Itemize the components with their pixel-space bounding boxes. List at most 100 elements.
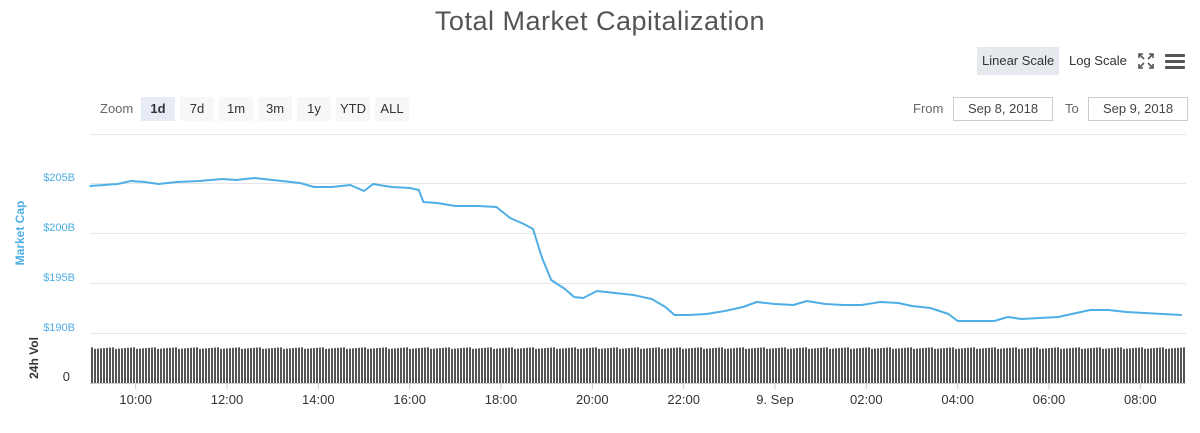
volume-bar bbox=[343, 347, 345, 383]
volume-bar bbox=[238, 347, 240, 383]
volume-bar bbox=[430, 349, 432, 383]
volume-bar bbox=[772, 348, 774, 383]
market-cap-point bbox=[564, 288, 566, 290]
market-cap-point bbox=[1162, 313, 1164, 315]
volume-bar bbox=[733, 348, 735, 383]
market-cap-point bbox=[948, 313, 950, 315]
volume-bar bbox=[811, 349, 813, 383]
market-cap-point bbox=[523, 223, 525, 225]
volume-bar bbox=[1036, 347, 1038, 383]
market-cap-point bbox=[372, 183, 374, 185]
market-cap-point bbox=[331, 186, 333, 188]
volume-bar bbox=[784, 347, 786, 383]
volume-bar bbox=[166, 348, 168, 383]
volume-bar bbox=[397, 348, 399, 383]
volume-bar bbox=[904, 348, 906, 383]
volume-bar bbox=[367, 349, 369, 383]
market-cap-point bbox=[299, 182, 301, 184]
volume-bar bbox=[370, 349, 372, 383]
volume-bar bbox=[697, 348, 699, 383]
volume-bar bbox=[391, 349, 393, 383]
volume-bar bbox=[748, 349, 750, 383]
volume-bar bbox=[961, 348, 963, 383]
market-cap-point bbox=[651, 298, 653, 300]
x-tick-label: 9. Sep bbox=[756, 392, 794, 407]
market-cap-point bbox=[596, 290, 598, 292]
volume-bar bbox=[358, 348, 360, 383]
volume-bar bbox=[169, 348, 171, 383]
volume-bar bbox=[463, 348, 465, 383]
volume-bar bbox=[139, 349, 141, 383]
volume-bar bbox=[199, 349, 201, 383]
volume-bar bbox=[382, 348, 384, 383]
volume-bar bbox=[1147, 349, 1149, 383]
volume-bar bbox=[778, 348, 780, 383]
volume-bar bbox=[553, 347, 555, 383]
volume-bar bbox=[322, 347, 324, 383]
volume-bar bbox=[844, 348, 846, 383]
volume-bar bbox=[535, 349, 537, 383]
market-cap-point bbox=[263, 178, 265, 180]
volume-bar bbox=[616, 347, 618, 383]
volume-bar bbox=[835, 348, 837, 383]
volume-bar bbox=[991, 348, 993, 383]
volume-bar bbox=[520, 348, 522, 383]
volume-bar bbox=[283, 349, 285, 383]
volume-bar bbox=[808, 349, 810, 383]
volume-bar bbox=[142, 348, 144, 383]
x-tick-label: 02:00 bbox=[850, 392, 883, 407]
volume-bar bbox=[298, 348, 300, 383]
volume-bar bbox=[346, 349, 348, 383]
volume-bar bbox=[727, 349, 729, 383]
volume-bar bbox=[883, 348, 885, 383]
volume-bar bbox=[451, 349, 453, 383]
market-cap-point bbox=[1126, 311, 1128, 313]
volume-bar bbox=[871, 349, 873, 383]
volume-bar bbox=[892, 349, 894, 383]
volume-bar bbox=[592, 348, 594, 383]
volume-bar bbox=[208, 348, 210, 383]
volume-bar bbox=[787, 349, 789, 383]
volume-bar bbox=[403, 348, 405, 383]
volume-bar bbox=[679, 347, 681, 383]
volume-bar bbox=[523, 348, 525, 383]
market-cap-point bbox=[199, 180, 201, 182]
volume-bar bbox=[805, 347, 807, 383]
volume-bar bbox=[316, 348, 318, 383]
volume-bar bbox=[454, 349, 456, 383]
volume-bar bbox=[1078, 347, 1080, 383]
y-tick-label: $200B bbox=[43, 222, 75, 234]
market-cap-point bbox=[418, 189, 420, 191]
volume-bar bbox=[745, 349, 747, 383]
x-axis: 10:00 12:00 14:00 16:00 18:00 20:00 22:00 9. Se… bbox=[119, 383, 1156, 407]
volume-bar bbox=[739, 348, 741, 383]
volume-bar bbox=[931, 347, 933, 383]
volume-bar bbox=[730, 348, 732, 383]
volume-bar bbox=[229, 348, 231, 383]
market-cap-point bbox=[824, 303, 826, 305]
volume-bar bbox=[1054, 348, 1056, 383]
volume-bar bbox=[658, 347, 660, 383]
market-cap-point bbox=[1181, 314, 1183, 316]
volume-bar bbox=[337, 348, 339, 383]
volume-bar bbox=[151, 348, 153, 383]
x-tick-label: 14:00 bbox=[302, 392, 335, 407]
volume-bar bbox=[286, 349, 288, 383]
x-tick-label: 12:00 bbox=[211, 392, 244, 407]
x-tick-label: 18:00 bbox=[485, 392, 518, 407]
market-cap-point bbox=[254, 177, 256, 179]
volume-bar bbox=[1048, 348, 1050, 383]
volume-bar bbox=[832, 349, 834, 383]
volume-bar bbox=[277, 348, 279, 383]
market-cap-point bbox=[176, 181, 178, 183]
volume-bar bbox=[838, 348, 840, 383]
volume-bar bbox=[613, 348, 615, 383]
volume-bar bbox=[817, 348, 819, 383]
market-cap-point bbox=[898, 302, 900, 304]
volume-bar bbox=[541, 348, 543, 383]
volume-bar bbox=[244, 349, 246, 383]
volume-bar bbox=[289, 348, 291, 383]
volume-bar bbox=[295, 348, 297, 383]
market-cap-point bbox=[1108, 309, 1110, 311]
market-cap-point bbox=[130, 180, 132, 182]
